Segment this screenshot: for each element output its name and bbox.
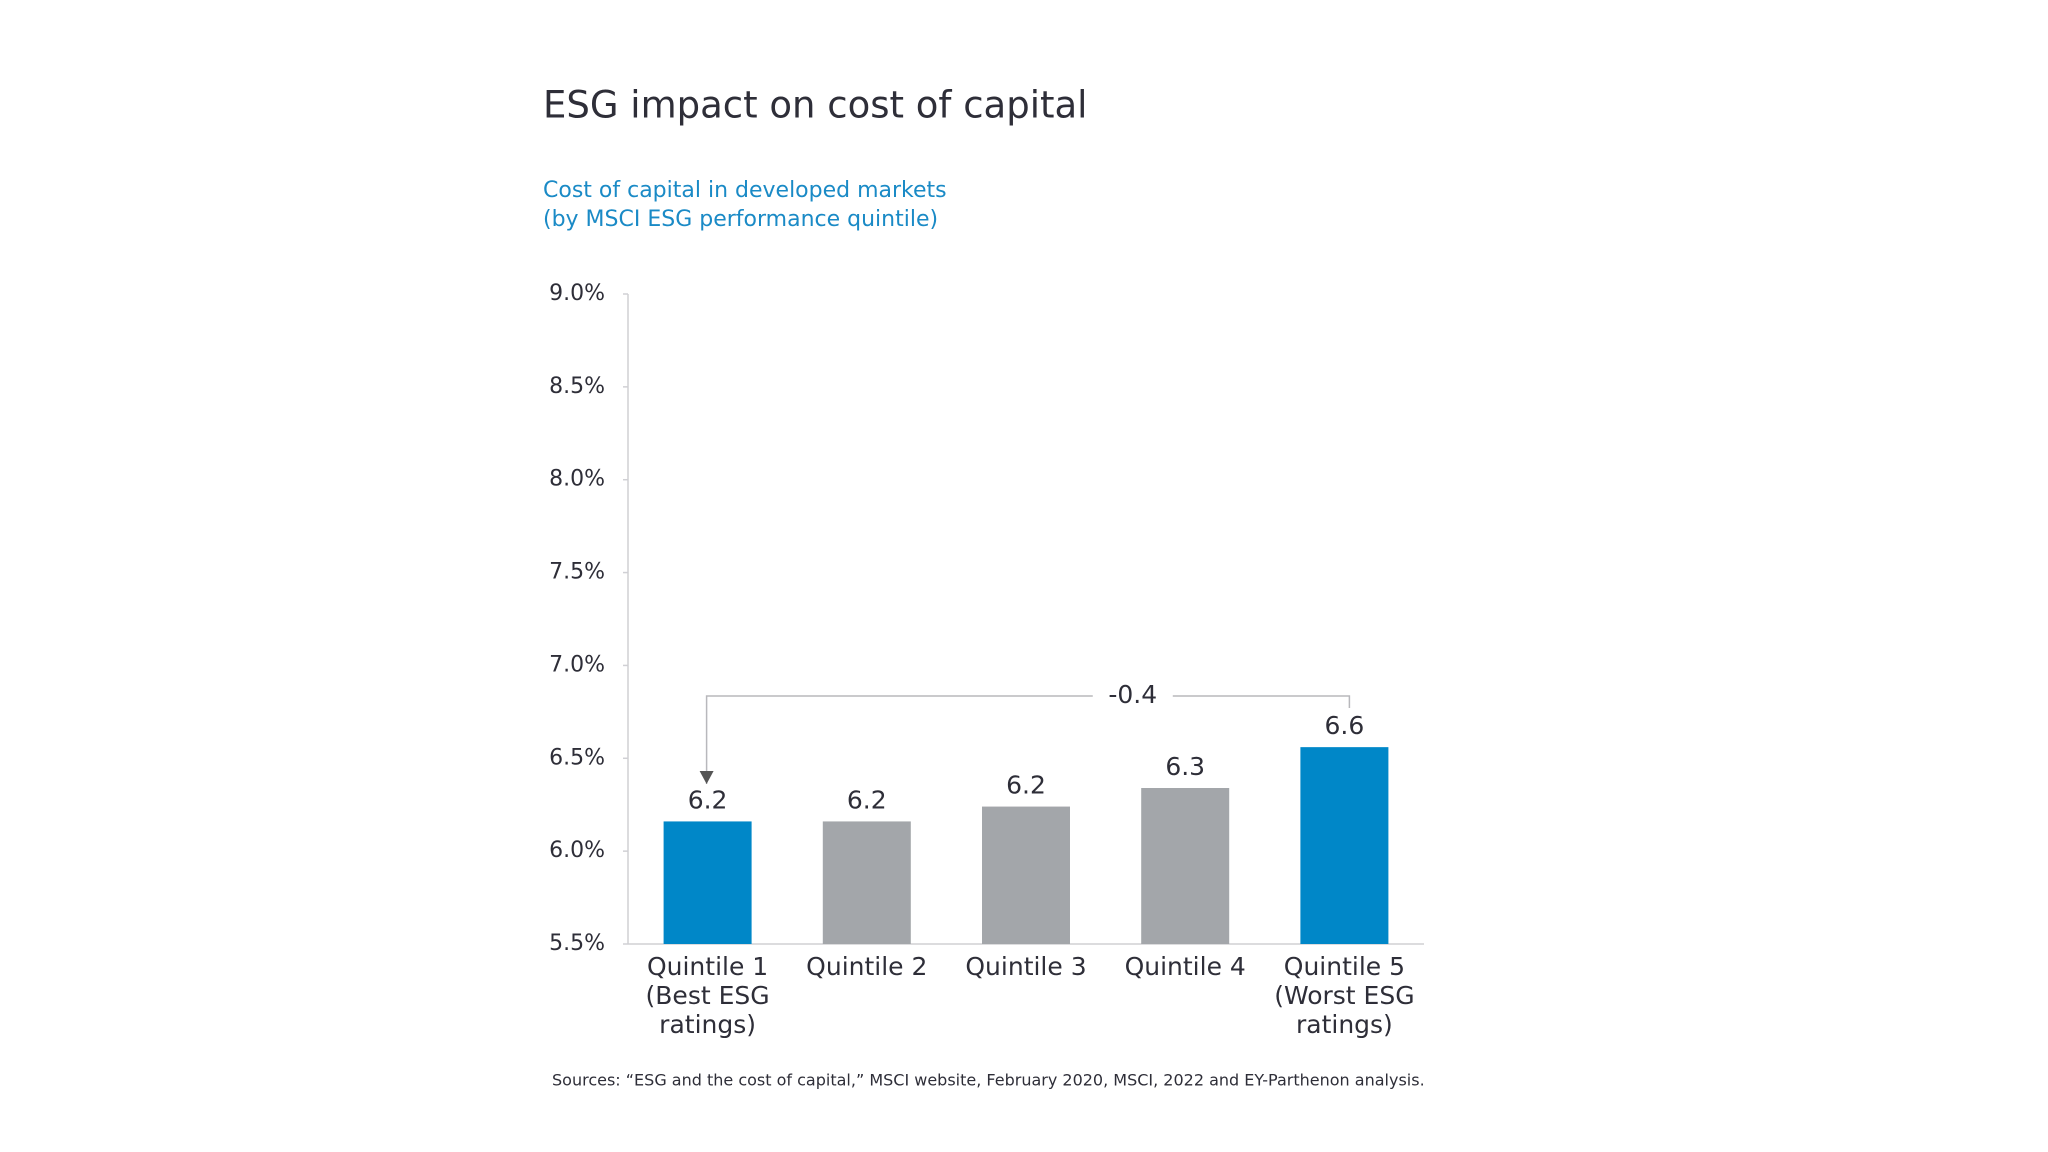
x-tick-label: Quintile 5 (Worst ESG ratings) (1274, 952, 1415, 1039)
bar (1300, 747, 1389, 944)
y-tick-label: 8.0% (549, 467, 605, 492)
x-tick-label: Quintile 2 (806, 952, 928, 981)
x-tick-label: Quintile 3 (965, 952, 1087, 981)
x-tick-label: Quintile 1 (Best ESG ratings) (645, 952, 770, 1039)
y-tick-label: 7.0% (549, 652, 605, 677)
annotation-arrow (699, 771, 714, 784)
value-label: 6.2 (688, 785, 728, 814)
chart-title: ESG impact on cost of capital (543, 84, 1087, 127)
bar (982, 806, 1070, 944)
bar (822, 821, 911, 944)
value-label: 6.6 (1325, 711, 1365, 740)
y-tick-label: 6.0% (549, 838, 605, 863)
x-tick-label: Quintile 4 (1124, 952, 1246, 981)
chart-subtitle: Cost of capital in developed markets (543, 178, 947, 203)
bar (1141, 788, 1230, 944)
y-tick-label: 5.5% (549, 931, 605, 956)
annotation-label: -0.4 (1108, 680, 1157, 709)
chart-subtitle: (by MSCI ESG performance quintile) (543, 207, 938, 232)
y-tick-label: 8.5% (549, 374, 605, 399)
value-label: 6.2 (1006, 771, 1046, 800)
bar (663, 821, 752, 944)
value-label: 6.2 (847, 785, 887, 814)
y-tick-label: 6.5% (549, 745, 605, 770)
value-label: 6.3 (1165, 752, 1205, 781)
source-note: Sources: “ESG and the cost of capital,” … (552, 1071, 1425, 1090)
y-tick-label: 7.5% (549, 560, 605, 585)
y-tick-label: 9.0% (549, 281, 605, 306)
annotation-bracket (705, 695, 1351, 784)
